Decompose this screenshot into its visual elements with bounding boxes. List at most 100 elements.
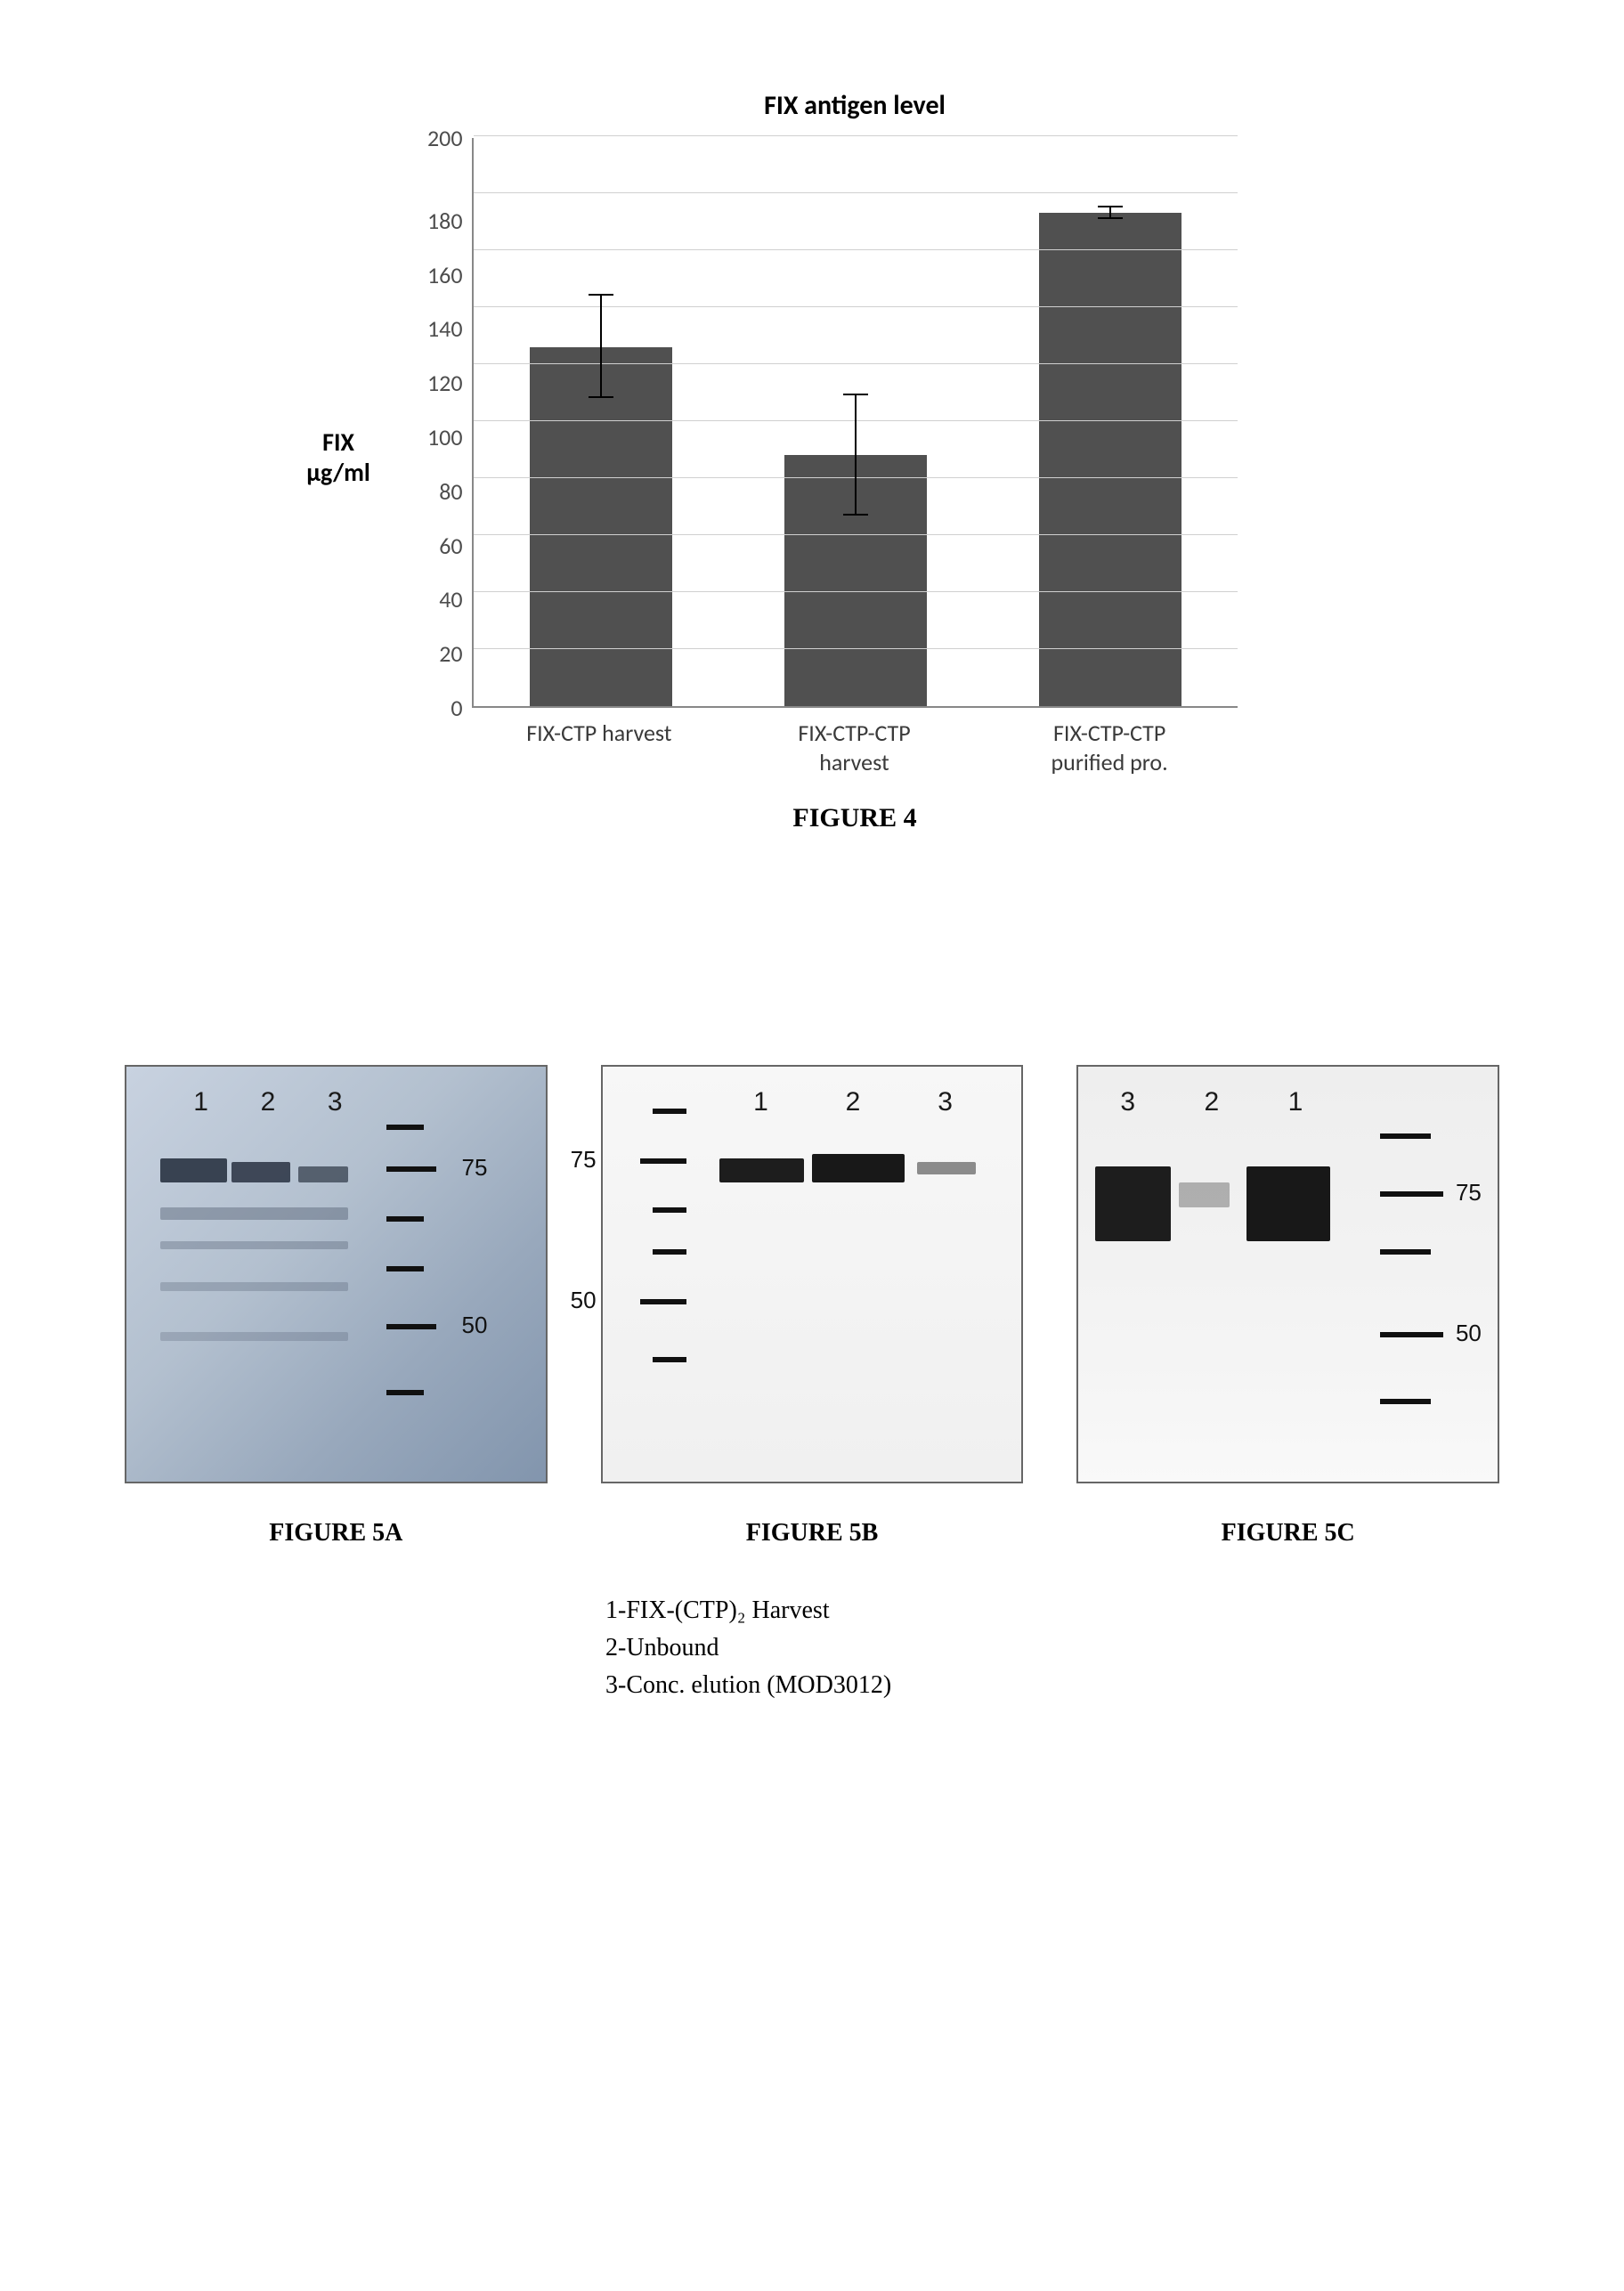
lane-label: 2: [261, 1087, 276, 1117]
gridline: [474, 591, 1238, 592]
blot-panel-C: 3 2 1 75 50 FIGURE 5C: [1076, 1065, 1499, 1548]
protein-band: [160, 1282, 349, 1290]
marker-label: 75: [1456, 1179, 1482, 1206]
protein-band: [719, 1158, 803, 1183]
plot-area: [472, 138, 1238, 708]
y-axis-title: FIX µg/ml: [285, 427, 392, 487]
blot-image: 1 2 3 75 50: [125, 1065, 548, 1483]
legend-line: 2-Unbound: [605, 1629, 1535, 1667]
protein-band: [160, 1241, 349, 1249]
bar: [530, 347, 672, 706]
marker-tick: [386, 1125, 424, 1130]
panel-caption: FIGURE 5B: [601, 1519, 1024, 1548]
marker-label: 50: [1456, 1320, 1482, 1347]
panel-caption: FIGURE 5A: [125, 1519, 548, 1548]
protein-band: [160, 1207, 349, 1220]
marker-tick: [1380, 1191, 1443, 1197]
marker-tick: [1380, 1399, 1430, 1404]
protein-band: [812, 1154, 905, 1183]
marker-label: 50: [571, 1287, 597, 1314]
error-cap-top: [1098, 206, 1123, 207]
marker-label: 50: [462, 1312, 488, 1339]
x-tick-labels: FIX-CTP harvestFIX-CTP-CTPharvestFIX-CTP…: [472, 719, 1238, 776]
marker-tick: [386, 1390, 424, 1395]
protein-band: [298, 1166, 348, 1183]
figure-5-legend: 1-FIX-(CTP)₂ Harvest2-Unbound3-Conc. elu…: [605, 1592, 1535, 1704]
legend-line: 3-Conc. elution (MOD3012): [605, 1667, 1535, 1704]
chart-title: FIX antigen level: [321, 89, 1389, 122]
blot-panel-B: 1237550FIGURE 5B: [601, 1065, 1024, 1548]
marker-tick: [653, 1249, 686, 1255]
y-tick: 160: [427, 261, 463, 289]
marker-label: 75: [571, 1146, 597, 1174]
lane-label: 1: [1288, 1087, 1303, 1117]
gridline: [474, 306, 1238, 307]
marker-label: 75: [462, 1154, 488, 1182]
bar-slot: [728, 138, 983, 706]
y-axis-title-line1: FIX: [322, 427, 354, 458]
x-tick: FIX-CTP-CTPharvest: [727, 719, 982, 776]
error-cap-bottom: [589, 396, 613, 398]
y-tick: 180: [427, 207, 463, 235]
y-tick-labels: 200180160140120100806040200: [427, 138, 472, 708]
lane-label: 3: [938, 1087, 953, 1117]
y-tick: 60: [427, 532, 463, 560]
marker-tick: [640, 1299, 686, 1304]
figure-caption: FIGURE 4: [321, 803, 1389, 833]
marker-tick: [653, 1109, 686, 1114]
y-tick: 80: [427, 477, 463, 506]
y-tick: 0: [427, 694, 463, 722]
marker-tick: [1380, 1332, 1443, 1337]
error-bar: [855, 395, 857, 515]
error-bar: [600, 296, 602, 398]
error-cap-top: [589, 294, 613, 296]
gridline: [474, 363, 1238, 364]
legend-line: 1-FIX-(CTP)₂ Harvest: [605, 1592, 1535, 1629]
protein-band: [917, 1162, 976, 1174]
marker-tick: [386, 1266, 424, 1271]
gridline: [474, 534, 1238, 535]
bar: [1039, 213, 1181, 706]
y-tick: 20: [427, 639, 463, 668]
protein-band: [1246, 1166, 1330, 1241]
marker-tick: [1380, 1249, 1430, 1255]
protein-band: [1095, 1166, 1171, 1241]
gridline: [474, 648, 1238, 649]
blot-panel-A: 1 2 3 75 50 FIGURE 5A: [125, 1065, 548, 1548]
blot-image: 3 2 1 75 50: [1076, 1065, 1499, 1483]
gridline: [474, 249, 1238, 250]
marker-tick: [653, 1357, 686, 1362]
panel-caption: FIGURE 5C: [1076, 1519, 1499, 1548]
protein-band: [1179, 1182, 1229, 1207]
marker-tick: [640, 1158, 686, 1164]
figure-5-row: 1 2 3 75 50 FIGURE 5A 1 2 3 75 50 FIGURE 5B 3 2 1 75 50 F…: [89, 1065, 1535, 1548]
y-tick: 120: [427, 369, 463, 397]
lane-label: 3: [328, 1087, 343, 1117]
blot-image: 1237550: [601, 1065, 1024, 1483]
lane-label: 2: [1205, 1087, 1220, 1117]
protein-band: [160, 1158, 227, 1183]
marker-tick: [653, 1207, 686, 1213]
y-tick: 140: [427, 314, 463, 343]
figure-4: FIX antigen level FIX µg/ml 200180160140…: [321, 89, 1389, 833]
error-cap-bottom: [843, 514, 868, 516]
bar-slot: [474, 138, 728, 706]
lane-label: 3: [1120, 1087, 1135, 1117]
x-tick: FIX-CTP-CTPpurified pro.: [982, 719, 1238, 776]
y-tick: 200: [427, 124, 463, 152]
marker-tick: [1380, 1133, 1430, 1139]
x-tick: FIX-CTP harvest: [472, 719, 727, 776]
bar-slot: [983, 138, 1238, 706]
lane-label: 1: [753, 1087, 768, 1117]
protein-band: [231, 1162, 290, 1182]
error-cap-bottom: [1098, 217, 1123, 219]
marker-tick: [386, 1166, 436, 1172]
gridline: [474, 192, 1238, 193]
protein-band: [160, 1332, 349, 1340]
y-tick: 100: [427, 423, 463, 451]
lane-label: 1: [193, 1087, 208, 1117]
lane-label: 2: [846, 1087, 861, 1117]
marker-tick: [386, 1216, 424, 1222]
y-axis-title-line2: µg/ml: [306, 457, 370, 488]
error-cap-top: [843, 394, 868, 395]
